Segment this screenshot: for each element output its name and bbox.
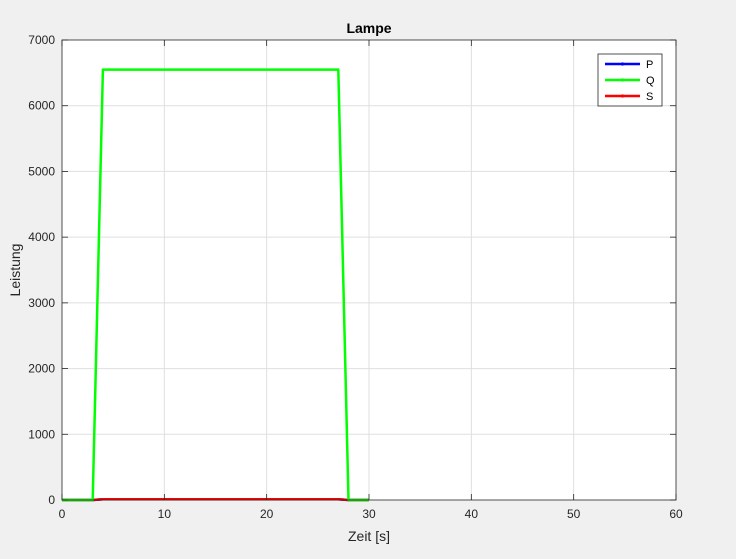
x-tick-label: 40 xyxy=(465,507,479,521)
legend: PQS xyxy=(597,53,663,107)
legend-label-q: Q xyxy=(646,75,655,87)
y-tick-label: 6000 xyxy=(28,99,55,113)
x-tick-label: 30 xyxy=(362,507,376,521)
legend-marker-q xyxy=(620,78,625,82)
y-tick-label: 3000 xyxy=(28,296,55,310)
legend-marker-p xyxy=(620,62,625,66)
legend-label-p: P xyxy=(646,59,653,71)
legend-label-s: S xyxy=(646,91,653,103)
y-tick-label: 4000 xyxy=(28,230,55,244)
y-tick-label: 2000 xyxy=(28,362,55,376)
x-tick-label: 50 xyxy=(567,507,581,521)
y-axis-label: Leistung xyxy=(7,244,23,297)
y-tick-label: 1000 xyxy=(28,427,55,441)
y-tick-label: 7000 xyxy=(28,33,55,47)
ticks: 0 10 20 30 40 50 60 0 1000 2000 3000 4000 5000 6000 70… xyxy=(28,33,683,521)
legend-marker-s xyxy=(620,94,625,98)
x-tick-label: 10 xyxy=(158,507,172,521)
x-tick-label: 60 xyxy=(669,507,683,521)
grid xyxy=(62,40,676,500)
x-axis-label: Zeit [s] xyxy=(348,528,390,544)
x-tick-label: 0 xyxy=(59,507,66,521)
y-tick-label: 0 xyxy=(48,493,55,507)
y-tick-label: 5000 xyxy=(28,164,55,178)
chart-title: Lampe xyxy=(346,20,391,36)
x-tick-label: 20 xyxy=(260,507,274,521)
